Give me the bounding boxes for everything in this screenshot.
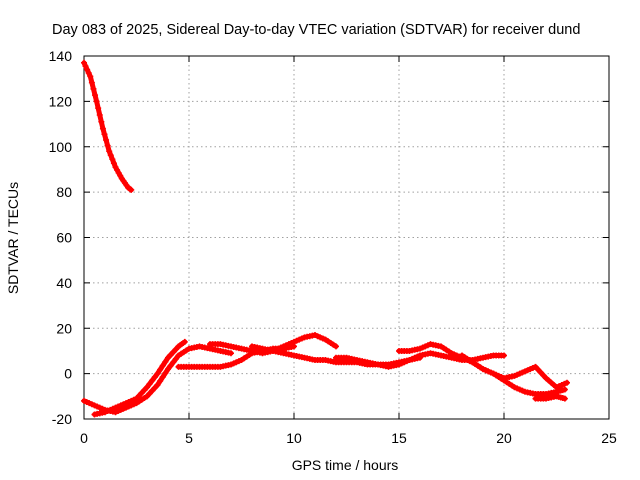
data-point (110, 160, 117, 167)
data-point (92, 92, 99, 99)
x-tick-label: 0 (80, 430, 88, 446)
data-point (81, 59, 87, 66)
x-tick-label: 15 (391, 430, 407, 446)
data-point (107, 152, 114, 159)
data-point (90, 85, 97, 92)
data-point (501, 352, 507, 359)
y-tick-label: 140 (49, 48, 73, 64)
data-point (159, 362, 166, 369)
y-tick-label: 40 (56, 275, 72, 291)
data-point (228, 350, 234, 357)
x-tick-label: 20 (496, 430, 512, 446)
series-trace (81, 60, 134, 193)
y-tick-label: -20 (52, 411, 72, 427)
data-point (333, 343, 339, 350)
series-arc-1 (81, 59, 135, 193)
data-point (98, 118, 105, 125)
data-point (99, 125, 106, 132)
axis-ticks: 0 5 10 15 20 25 -20 0 20 40 60 80 100 120 140 (49, 48, 617, 446)
data-point (144, 384, 150, 391)
data-point (85, 70, 92, 77)
data-point (103, 136, 110, 143)
y-tick-label: 0 (64, 366, 72, 382)
data-point (84, 66, 91, 73)
data-point (167, 362, 174, 369)
data-point (93, 98, 100, 105)
data-point (170, 359, 177, 366)
data-point (157, 366, 164, 373)
data-points (81, 59, 570, 418)
x-tick-label: 25 (601, 430, 617, 446)
data-point (181, 338, 188, 345)
chart-title: Day 083 of 2025, Sidereal Day-to-day VTE… (52, 22, 580, 38)
data-point (165, 366, 171, 373)
data-point (151, 374, 158, 381)
data-point (154, 381, 161, 388)
data-point (95, 105, 102, 112)
data-point (106, 148, 113, 155)
y-tick-label: 60 (56, 230, 72, 246)
data-point (162, 370, 169, 377)
data-point (96, 111, 103, 118)
y-tick-label: 100 (49, 139, 73, 155)
series-arc-2 (81, 343, 234, 416)
data-point (109, 156, 116, 163)
data-point (88, 79, 95, 86)
x-axis-label: GPS time / hours (292, 457, 399, 473)
data-point (104, 142, 111, 149)
data-point (87, 73, 94, 80)
data-point (564, 379, 570, 386)
series-arc-10 (532, 393, 568, 402)
series-trace (81, 343, 234, 415)
x-tick-label: 5 (185, 430, 193, 446)
series-arc-9 (459, 352, 570, 391)
data-point (561, 395, 568, 402)
series-arc-3 (91, 338, 188, 418)
data-point (128, 186, 135, 193)
x-tick-label: 10 (286, 430, 302, 446)
y-tick-label: 80 (56, 184, 72, 200)
data-point (162, 358, 169, 365)
y-tick-label: 120 (49, 93, 73, 109)
data-point (157, 377, 164, 384)
y-tick-label: 20 (56, 320, 72, 336)
data-point (101, 131, 108, 138)
y-axis-label: SDTVAR / TECUs (5, 182, 21, 294)
data-point (149, 377, 156, 384)
data-point (82, 63, 89, 70)
data-point (561, 386, 568, 393)
data-point (172, 355, 179, 362)
data-point (146, 380, 153, 387)
data-point (154, 370, 161, 377)
data-point (159, 374, 166, 381)
